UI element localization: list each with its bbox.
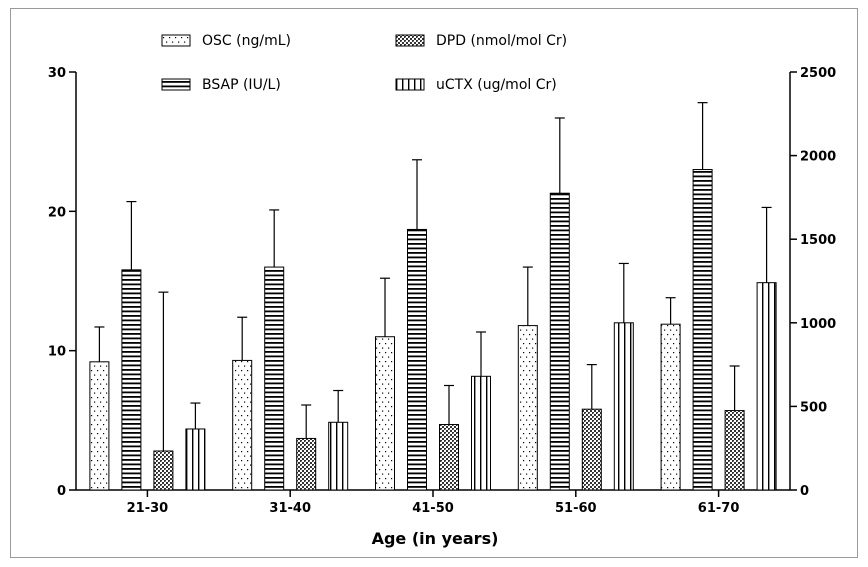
legend-swatch: [161, 34, 191, 47]
axes: 0 10 20 30 0 500 1000 1500 2000 2500 21-30 31-40 41-…: [48, 66, 836, 516]
y-right-tick-label: 0: [800, 484, 809, 499]
bar: [328, 421, 349, 491]
bar: [549, 192, 570, 491]
bar: [264, 266, 285, 491]
bar: [375, 336, 395, 491]
y-right-tick-label: 500: [800, 400, 827, 415]
bar: [471, 375, 491, 491]
y-left-tick-label: 10: [48, 345, 66, 360]
x-tick-label: 51-60: [555, 501, 597, 516]
bar: [517, 325, 538, 491]
legend-label: OSC (ng/mL): [202, 33, 291, 49]
x-tick-label: 31-40: [269, 501, 311, 516]
chart-frame: [10, 8, 858, 558]
bar: [439, 424, 459, 491]
x-tick-label: 21-30: [127, 501, 169, 516]
bar: [89, 361, 110, 491]
bar: [232, 359, 253, 491]
bar: [296, 437, 317, 491]
bar: [185, 428, 206, 491]
bar: [121, 269, 142, 491]
bar: [581, 408, 602, 491]
bar: [660, 323, 681, 491]
x-tick-label: 61-70: [698, 501, 740, 516]
legend-label: uCTX (ug/mol Cr): [436, 77, 557, 93]
legend-label: DPD (nmol/mol Cr): [436, 33, 567, 49]
bar: [407, 228, 427, 491]
y-right-tick-label: 2000: [800, 150, 836, 165]
bar: [724, 410, 745, 491]
legend-label: BSAP (IU/L): [202, 77, 281, 93]
y-left-tick-label: 20: [48, 205, 66, 220]
legend-swatch: [395, 78, 425, 91]
y-right-tick-label: 1500: [800, 233, 836, 248]
legend-swatch: [161, 78, 191, 91]
x-tick-label: 41-50: [412, 501, 454, 516]
legend-swatch: [395, 34, 425, 47]
bar: [153, 450, 174, 491]
bar: [692, 169, 713, 491]
x-axis-title: Age (in years): [372, 529, 499, 548]
bars: [89, 102, 777, 491]
bar: [756, 282, 777, 491]
legend: OSC (ng/mL) DPD (nmol/mol Cr) BSAP (IU/L) u…: [161, 33, 567, 93]
y-left-tick-label: 30: [48, 66, 66, 81]
bar: [613, 322, 634, 491]
y-left-tick-label: 0: [57, 484, 66, 499]
y-right-tick-label: 2500: [800, 66, 836, 81]
y-right-tick-label: 1000: [800, 317, 836, 332]
